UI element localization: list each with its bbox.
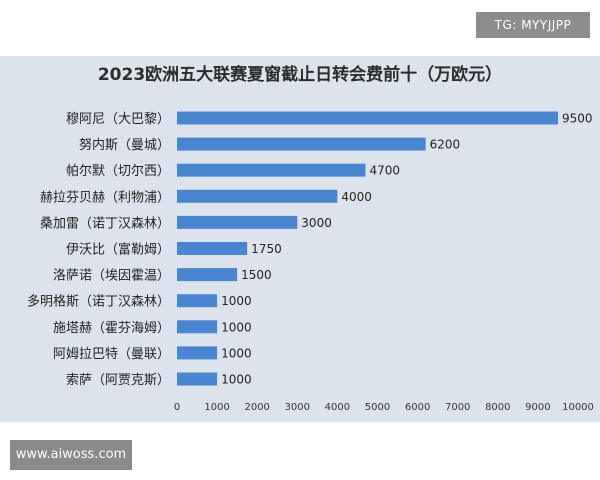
chart-title: 2023欧洲五大联赛夏窗截止日转会费前十（万欧元） <box>97 65 503 85</box>
bar <box>177 294 218 308</box>
x-tick-label: 3000 <box>285 402 310 413</box>
bar-chart: 穆阿尼（大巴黎） 9500 努内斯（曼城） 6200 帕尔默（切尔西） 4700 赫拉芬贝赫… <box>27 111 594 413</box>
category-label: 赫拉芬贝赫（利物浦） <box>40 190 170 205</box>
category-label: 穆阿尼（大巴黎） <box>66 112 170 127</box>
category-label: 多明格斯（诺丁汉森林） <box>27 294 170 310</box>
category-label: 施塔赫（霍芬海姆） <box>53 321 170 336</box>
data-label: 4700 <box>369 164 400 178</box>
x-tick-label: 7000 <box>445 402 470 413</box>
bar <box>177 111 558 125</box>
bar <box>177 163 366 177</box>
data-label: 1000 <box>221 320 252 334</box>
x-tick-label: 1000 <box>204 402 229 413</box>
data-label: 1000 <box>221 294 252 308</box>
data-label: 3000 <box>301 216 332 230</box>
category-label: 努内斯（曼城） <box>79 137 170 153</box>
data-label: 1750 <box>251 242 282 256</box>
site-watermark: www.aiwoss.com <box>10 440 132 470</box>
bar <box>177 215 298 229</box>
bar <box>177 372 218 386</box>
bar <box>177 137 426 151</box>
data-label: 9500 <box>562 112 593 126</box>
category-label: 阿姆拉巴特（曼联） <box>53 347 170 362</box>
category-label: 索萨（阿贾克斯） <box>66 373 170 388</box>
bar <box>177 268 238 282</box>
bar <box>177 320 218 334</box>
bar <box>177 346 218 360</box>
data-label: 1500 <box>241 268 272 282</box>
category-label: 洛萨诺（埃因霍温） <box>53 269 170 284</box>
x-tick-label: 8000 <box>485 402 510 413</box>
x-tick-label: 4000 <box>325 402 350 413</box>
data-label: 4000 <box>341 190 372 204</box>
x-tick-label: 6000 <box>405 402 430 413</box>
x-tick-label: 9000 <box>525 402 550 413</box>
x-tick-label: 5000 <box>365 402 390 413</box>
category-label: 桑加雷（诺丁汉森林） <box>40 216 170 231</box>
x-tick-label: 10000 <box>562 402 594 413</box>
data-label: 6200 <box>430 138 461 152</box>
tg-watermark: TG: MYYJJPP <box>476 12 590 38</box>
x-tick-label: 2000 <box>244 402 269 413</box>
category-label: 伊沃比（富勒姆） <box>66 242 170 258</box>
category-label: 帕尔默（切尔西） <box>66 163 170 179</box>
x-tick-label: 0 <box>174 402 180 413</box>
data-label: 1000 <box>221 373 252 387</box>
bar <box>177 189 338 203</box>
bar <box>177 242 248 255</box>
data-label: 1000 <box>221 346 252 360</box>
